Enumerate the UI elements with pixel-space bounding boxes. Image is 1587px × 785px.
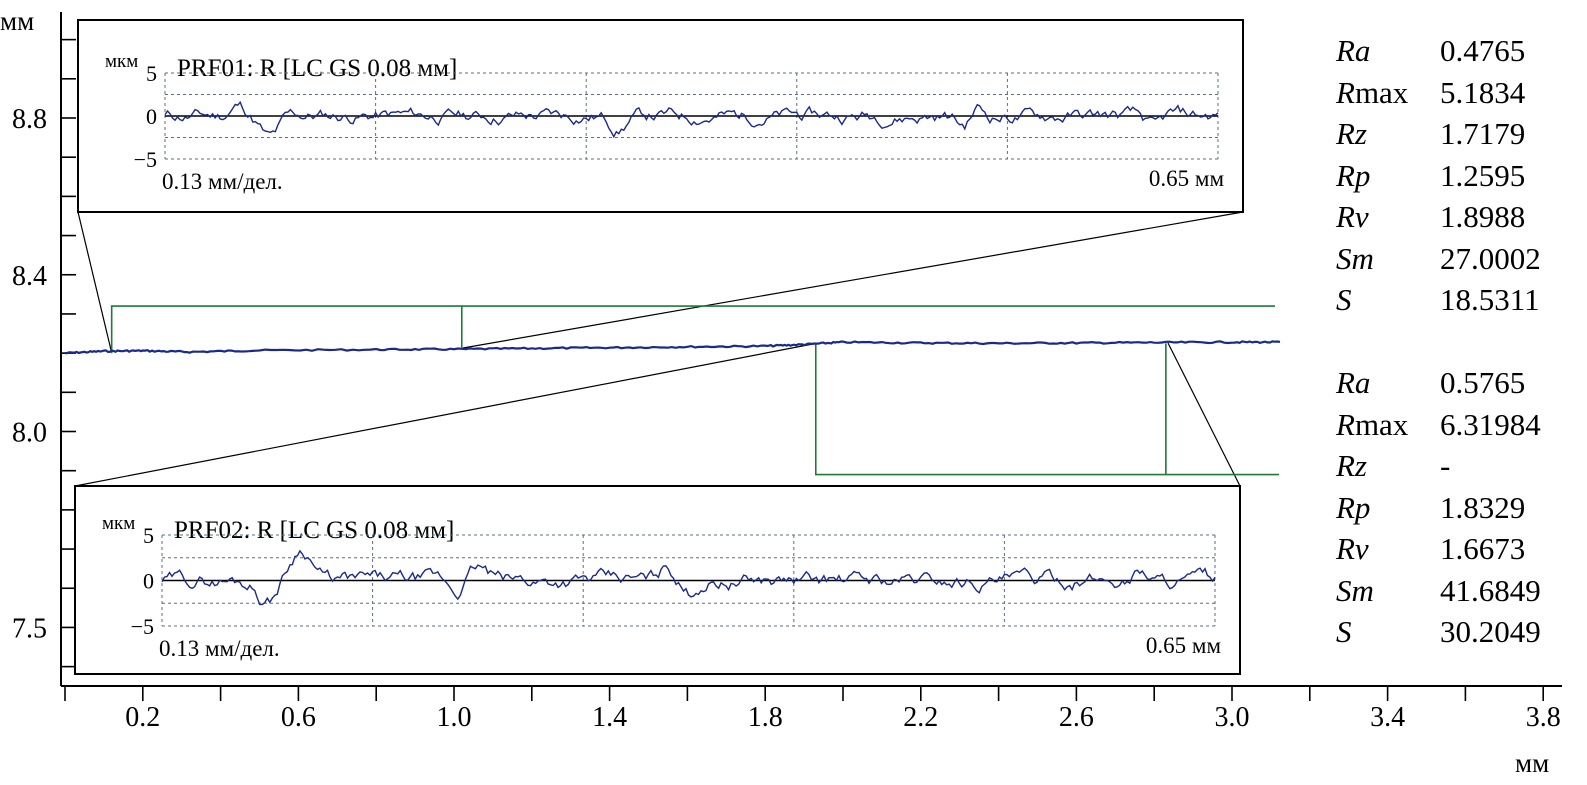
inset-y-unit: мкм [105,51,138,72]
parameter-value: 1.6673 [1440,531,1526,566]
inset-length-label: 0.65 мм [1146,633,1222,658]
parameter-value: 1.8329 [1440,489,1526,525]
parameter-value: 5.1834 [1440,74,1526,110]
parameter-value: 30.2049 [1440,614,1541,649]
x-tick-label: 0.2 [125,702,160,733]
section-marker-2 [814,343,1279,476]
parameter-name: Sm [1336,240,1374,276]
inset-title: PRF01: R [LC GS 0.08 мм] [177,55,457,82]
parameter-value: 0.4765 [1440,33,1526,68]
y-tick-label: 8.8 [12,104,47,135]
x-tick-label: 3.8 [1526,702,1561,733]
parameter-name: Rz [1336,448,1367,483]
inset-y-unit: мкм [102,513,135,534]
parameter-name: Rv [1336,531,1369,566]
parameter-value: 18.5311 [1440,282,1540,317]
profile-line [65,340,1281,355]
section-markers [110,305,1279,476]
inset-y-tick-label: 0 [143,569,154,594]
inset-y-tick-label: 0 [146,104,157,129]
parameter-value: 27.0002 [1440,240,1541,276]
section-marker-1 [110,305,1275,354]
inset-length-label: 0.65 мм [1149,166,1225,191]
inset-prf02: мкм PRF02: R [LC GS 0.08 мм] 5 0 −50.13 мм/д… [74,485,1241,675]
main-axes: 8.8 8.4 8.0 7.5 0.2 0.6 1.0 1.4 1.8 2.2 2.6 3.0 3.4 3… [12,12,1562,733]
x-tick-label: 3.0 [1215,702,1250,733]
parameter-name: Ra [1336,33,1371,68]
connector-line [1167,342,1241,487]
parameter-name: Rp [1336,157,1371,193]
parameter-value: 6.31984 [1440,406,1541,442]
parameter-name: Sm [1336,572,1374,608]
parameter-value: - [1440,448,1451,483]
inset-connector-lines [74,211,1244,487]
connector-line [74,342,819,487]
inset-scale-label: 0.13 мм/дел. [162,169,283,194]
x-tick-label: 1.0 [437,702,472,733]
x-axis-unit-label: мм [1515,748,1549,778]
y-tick-label: 7.5 [12,613,47,644]
parameter-name: Rv [1336,199,1369,234]
inset-y-tick-label: 5 [146,61,157,86]
inset-roughness-trace [164,100,1219,139]
x-tick-label: 1.8 [748,702,783,733]
parameter-name: Rmax [1336,74,1409,110]
y-axis-unit-label: мм [0,6,34,36]
y-tick-label: 8.4 [12,261,47,292]
parameter-value: 1.7179 [1440,116,1526,151]
inset-prf01: мкм PRF01: R [LC GS 0.08 мм] 5 0 −50.13 мм/д… [77,19,1244,213]
y-tick-label: 8.0 [12,418,47,449]
x-tick-label: 2.2 [903,702,938,733]
parameter-name: Rmax [1336,406,1409,442]
surface-profile [65,340,1281,355]
parameter-value: 0.5765 [1440,365,1526,400]
parameter-value: 1.8988 [1440,199,1526,234]
inset-y-tick-label: −5 [134,147,157,172]
parameter-name: Rz [1336,116,1367,151]
x-tick-label: 0.6 [281,702,316,733]
connector-line [77,211,112,351]
inset-roughness-trace [161,549,1216,606]
inset-y-tick-label: −5 [131,614,154,639]
parameter-value: 1.2595 [1440,157,1526,193]
parameter-name: Ra [1336,365,1371,400]
parameter-name: S [1336,614,1352,649]
parameter-name: S [1336,282,1352,317]
parameter-value: 41.6849 [1440,572,1541,608]
parameter-name: Rp [1336,489,1371,525]
inset-scale-label: 0.13 мм/дел. [159,636,280,661]
x-tick-label: 2.6 [1059,702,1094,733]
x-tick-label: 3.4 [1370,702,1405,733]
connector-line [462,211,1244,349]
x-tick-label: 1.4 [592,702,627,733]
inset-title: PRF02: R [LC GS 0.08 мм] [174,517,454,544]
inset-y-tick-label: 5 [143,523,154,548]
